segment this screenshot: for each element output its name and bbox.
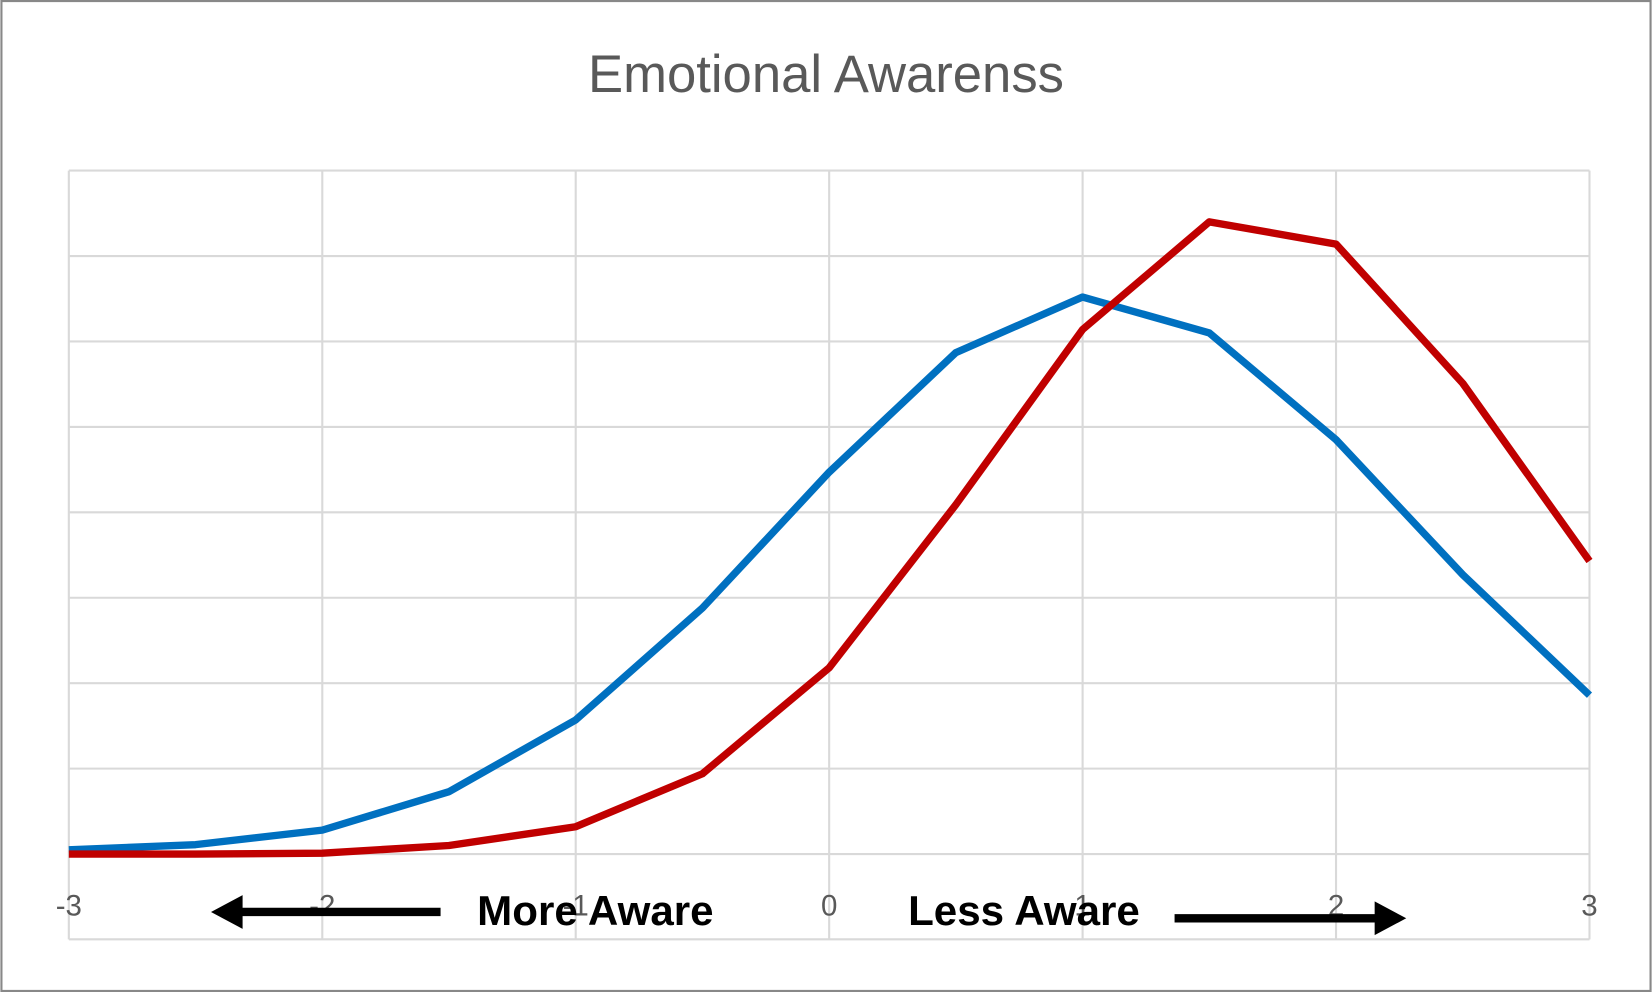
x-tick-label: 1 bbox=[1074, 890, 1090, 923]
series-line bbox=[68, 218, 1593, 858]
x-tick-label: 3 bbox=[1581, 890, 1597, 923]
more-aware-arrow bbox=[211, 895, 441, 929]
x-tick-label: -3 bbox=[56, 890, 82, 923]
x-tick-label: 0 bbox=[821, 890, 837, 923]
less-aware-arrow bbox=[1174, 901, 1407, 936]
annotation: More Aware bbox=[477, 887, 713, 934]
annotation: Less Aware bbox=[908, 887, 1140, 934]
series-line bbox=[68, 293, 1593, 854]
x-tick-label: -1 bbox=[563, 890, 589, 923]
x-tick-label: -2 bbox=[309, 890, 335, 923]
chart-title: Emotional Awarenss bbox=[588, 45, 1064, 104]
